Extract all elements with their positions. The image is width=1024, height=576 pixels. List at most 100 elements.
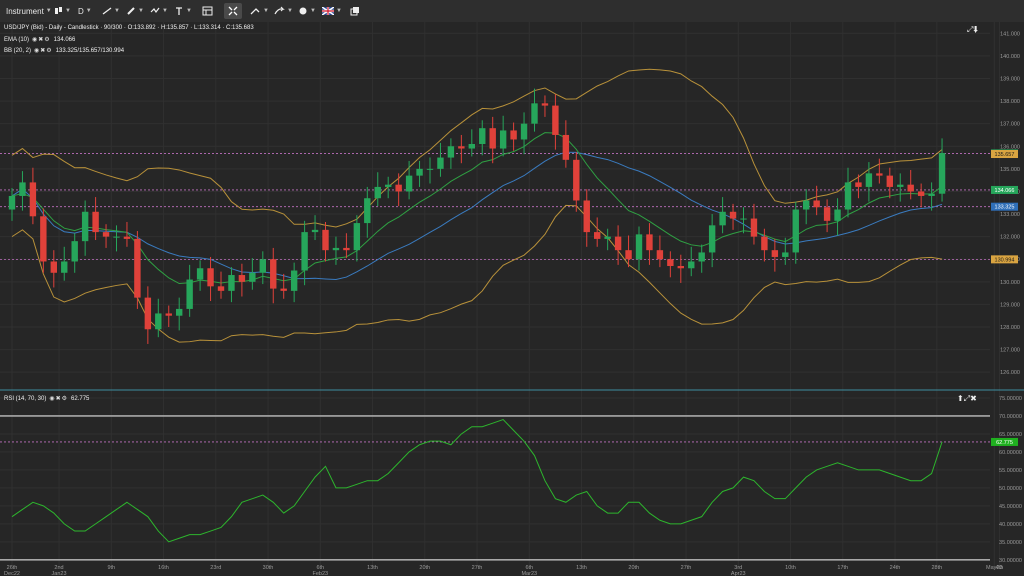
bb-legend[interactable]: BB (20, 2) ◉✖⚙ 133.325/135.657/130.994 [4, 47, 124, 55]
instrument-menu[interactable]: Instrument ▼ [6, 3, 52, 19]
candle-body [155, 313, 162, 330]
rsi-polyline [11, 418, 943, 543]
candle-body [385, 184, 392, 187]
bb-lower [11, 204, 943, 343]
ema-legend[interactable]: EMA (10) ◉✖⚙ 134.066 [4, 36, 76, 44]
rsi-value-box [991, 437, 1018, 446]
price-label-box [991, 202, 1018, 211]
pencil-button[interactable]: ▼ [126, 3, 144, 19]
price-tick-label: 127.000 [1000, 348, 1020, 354]
candlestick-icon [55, 7, 62, 14]
price-label-text: 134.066 [995, 188, 1015, 194]
indicator-settings-icons[interactable]: ◉✖⚙ [49, 396, 69, 402]
candle-body [176, 308, 183, 316]
candle-body [238, 275, 246, 282]
rsi-axis[interactable]: 30.00000 35.00000 40.00000 45.00000 50.00000… [991, 396, 1022, 564]
rsi-tick-label: 40.00000 [999, 522, 1022, 528]
candle-body [29, 182, 37, 217]
candle-body [520, 123, 528, 140]
horizontal-price-lines [0, 153, 990, 260]
candle-body [510, 130, 517, 140]
candle-body [426, 168, 434, 170]
price-tick-label: 135.000 [1000, 167, 1020, 173]
candle-body [803, 200, 810, 210]
toolbar: Instrument ▼ ▼ D ▼ ▼ ▼ ▼ ▼ ▼ ▼ ▼ ▼ [0, 0, 1024, 23]
expand-collapse-icon[interactable]: ⤢⬇ [967, 25, 979, 34]
candle-body [813, 200, 820, 208]
price-grid [0, 22, 1001, 567]
candle-body [144, 297, 152, 330]
theme-button[interactable]: ▼ [298, 3, 316, 19]
candle-body [447, 146, 455, 158]
rsi-tick-label: 55.00000 [999, 468, 1022, 474]
candle-body [844, 182, 852, 210]
rsi-legend[interactable]: RSI (14, 70, 30) ◉✖⚙ 62.775 [4, 395, 89, 403]
price-label-text: 133.325 [995, 205, 1015, 211]
alert-button[interactable]: ▼ [274, 3, 293, 19]
candle-body [928, 193, 935, 196]
candle-body [823, 207, 831, 221]
instrument-info: USD/JPY (Bid) - Daily - Candlestick · 90… [4, 25, 254, 31]
candle-body [343, 247, 350, 251]
weather-icon [299, 7, 307, 15]
price-label-text: 130.994 [995, 257, 1015, 263]
rsi-tick-label: 30.00000 [999, 558, 1022, 564]
time-tick-label: 3rd [734, 565, 742, 571]
bb-name: BB (20, 2) [4, 47, 32, 54]
candle-body [437, 157, 444, 169]
text-tool-button[interactable]: ▼ [174, 3, 192, 19]
candle-body [782, 252, 789, 257]
candle-body [374, 186, 381, 199]
time-tick-label: 6th [525, 565, 533, 571]
candle-body [667, 259, 674, 266]
price-tick-label: 137.000 [1000, 122, 1020, 128]
draw-line-button[interactable]: ▼ [102, 3, 120, 19]
price-tick-label: 133.000 [1000, 212, 1020, 218]
rsi-line [11, 418, 943, 543]
uk-flag-icon [322, 7, 334, 15]
rsi-tick-label: 50.00000 [999, 486, 1022, 492]
candle-body [688, 261, 695, 269]
ema-value: 134.066 [53, 36, 76, 43]
arrow-icon [250, 8, 260, 15]
candle-body [740, 218, 747, 220]
candle-body [656, 250, 664, 260]
trade-button[interactable]: ▼ [250, 3, 269, 19]
candle-body [635, 234, 643, 260]
price-tick-label: 130.000 [1000, 280, 1020, 286]
indicator-settings-icons[interactable]: ◉✖⚙ [32, 37, 51, 43]
chart-type-button[interactable]: ▼ [54, 3, 71, 19]
chart-area[interactable]: 126.000127.000128.000129.000130.000131.0… [0, 22, 1024, 576]
candle-body [165, 313, 172, 316]
time-tick-label: May23 [986, 565, 1003, 571]
price-tick-label: 140.000 [1000, 54, 1020, 60]
studies-button[interactable]: ▼ [150, 3, 168, 19]
indicator-settings-icons[interactable]: ◉✖⚙ [34, 48, 53, 54]
candle-body [499, 130, 507, 149]
candle-body [249, 272, 256, 282]
candle-body [531, 103, 538, 124]
period-menu[interactable]: D ▼ [78, 6, 92, 16]
crosshair-button[interactable] [224, 3, 242, 19]
rsi-tick-label: 35.00000 [999, 540, 1022, 546]
template-button[interactable] [202, 3, 213, 19]
candle-body [761, 236, 768, 251]
price-label-box [991, 150, 1018, 159]
time-tick-label: 6th [316, 565, 324, 571]
candle-body [405, 175, 413, 192]
pane-controls-icon[interactable]: ⬆⤢✖ [957, 394, 977, 403]
candle-body [489, 128, 496, 149]
candle-body [102, 232, 110, 237]
popout-button[interactable] [350, 3, 360, 19]
ema-polyline [11, 132, 943, 285]
candle-body [604, 236, 611, 239]
time-tick-label: 27th [472, 565, 483, 571]
period-label: D [78, 6, 84, 16]
window-icon [350, 7, 359, 16]
bb-middle [11, 151, 943, 280]
time-tick-sublabel: Feb23 [312, 571, 328, 576]
candle-body [71, 241, 78, 262]
language-button[interactable]: ▼ [322, 3, 342, 19]
